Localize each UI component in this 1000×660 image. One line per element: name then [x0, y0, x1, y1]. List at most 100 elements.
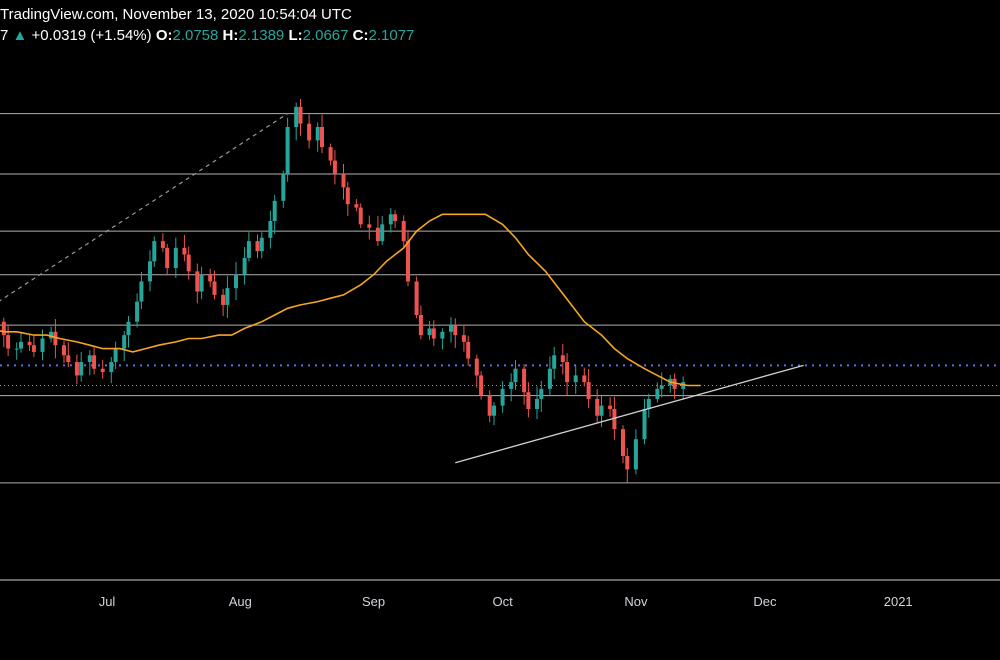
close-label: C:: [352, 27, 369, 44]
candle-body-90: [573, 375, 578, 383]
high-value: 2.1389: [238, 27, 285, 44]
candle-body-24: [135, 301, 140, 322]
candle-body-94: [599, 405, 604, 416]
support-trendline: [455, 364, 804, 464]
candle-body-19: [100, 368, 105, 373]
candle-body-34: [199, 274, 204, 292]
candle-body-100: [642, 409, 647, 440]
candle-body-51: [315, 127, 320, 141]
candle-body-12: [53, 331, 58, 346]
candle-body-53: [328, 147, 333, 161]
chart-header: TradingView.com, November 13, 2020 10:54…: [0, 0, 1000, 52]
candle-body-103: [659, 385, 664, 389]
candle-body-47: [285, 127, 290, 174]
candle-body-29: [165, 247, 170, 268]
candle-body-54: [332, 160, 337, 174]
candle-body-88: [560, 355, 565, 362]
candle-body-50: [307, 123, 312, 141]
candle-body-42: [255, 241, 260, 252]
candle-body-23: [126, 321, 131, 336]
candle-body-65: [406, 241, 410, 282]
candle-body-59: [367, 224, 372, 228]
candle-body-69: [431, 328, 436, 339]
candle-body-80: [509, 382, 514, 389]
candle-body-68: [427, 328, 432, 336]
candle-body-52: [320, 127, 324, 148]
candle-body-105: [672, 378, 677, 389]
x-tick-label-aug: Aug: [229, 594, 252, 609]
candle-body-57: [354, 204, 359, 208]
candle-body-32: [186, 254, 191, 272]
moving-average-line: [0, 213, 701, 387]
candle-body-98: [625, 456, 630, 470]
candle-body-41: [246, 241, 251, 258]
candle-body-25: [139, 281, 144, 302]
candle-body-16: [79, 362, 84, 376]
candle-body-71: [449, 325, 453, 332]
candle-body-84: [535, 398, 539, 409]
candle-body-74: [466, 341, 471, 359]
candle-body-18: [92, 355, 97, 369]
candle-body-66: [414, 281, 419, 315]
candle-body-17: [87, 355, 92, 362]
candle-body-46: [281, 174, 286, 201]
x-tick-label-sep: Sep: [362, 594, 385, 609]
candle-body-95: [608, 405, 613, 409]
candle-body-45: [272, 200, 277, 221]
ohlc-line: 7 ▲ +0.0319 (+1.54%) O:2.0758 H:2.1389 L…: [0, 27, 414, 44]
candle-body-44: [268, 221, 273, 238]
candle-body-70: [440, 331, 445, 339]
candle-body-92: [586, 382, 591, 399]
candle-body-48: [294, 106, 299, 127]
candle-body-78: [492, 405, 496, 416]
candle-body-76: [479, 375, 484, 396]
candle-body-58: [358, 207, 363, 225]
candle-body-73: [461, 335, 466, 342]
x-tick-label-dec: Dec: [753, 594, 777, 609]
candle-body-4: [1, 321, 6, 336]
x-tick-label-2021: 2021: [884, 594, 913, 609]
candle-body-5: [6, 335, 11, 349]
candle-body-40: [242, 257, 247, 275]
price-chart[interactable]: Jul Aug Sep Oct Nov Dec 2021: [0, 52, 1000, 618]
candle-body-39: [234, 274, 238, 289]
candle-body-72: [453, 325, 458, 336]
chart-footer: [0, 618, 1000, 660]
candle-body-97: [621, 429, 625, 456]
x-tick-label-jul: Jul: [99, 594, 116, 609]
up-arrow-icon: ▲: [12, 27, 28, 44]
candle-body-81: [513, 368, 518, 383]
open-value: 2.0758: [172, 27, 219, 44]
price-change: +0.0319 (+1.54%): [31, 27, 152, 44]
candle-body-21: [113, 348, 118, 362]
candle-body-33: [195, 271, 200, 292]
low-label: L:: [288, 27, 303, 44]
candle-body-37: [221, 294, 226, 305]
candle-body-63: [393, 214, 398, 221]
candle-body-7: [19, 341, 23, 349]
candle-body-11: [49, 331, 54, 339]
candle-body-77: [487, 395, 492, 416]
candle-body-85: [539, 388, 544, 399]
candle-body-93: [595, 398, 600, 416]
candle-body-102: [655, 388, 660, 399]
candle-body-64: [401, 221, 406, 242]
candle-body-61: [380, 224, 385, 242]
candle-body-101: [646, 398, 651, 409]
candle-body-83: [526, 392, 531, 409]
candle-body-55: [341, 174, 346, 188]
candle-body-75: [474, 358, 479, 376]
candle-body-10: [40, 338, 45, 352]
candle-body-49: [298, 106, 303, 124]
candle-body-15: [74, 362, 79, 376]
x-tick-label-nov: Nov: [624, 594, 648, 609]
candle-body-89: [565, 362, 570, 383]
candle-body-67: [418, 315, 423, 336]
candle-body-30: [173, 247, 178, 268]
open-label: O:: [155, 27, 173, 44]
candle-body-27: [152, 241, 157, 262]
candle-body-91: [582, 375, 587, 383]
candle-body-35: [208, 274, 213, 282]
candle-body-31: [182, 247, 187, 255]
high-label: H:: [222, 27, 239, 44]
